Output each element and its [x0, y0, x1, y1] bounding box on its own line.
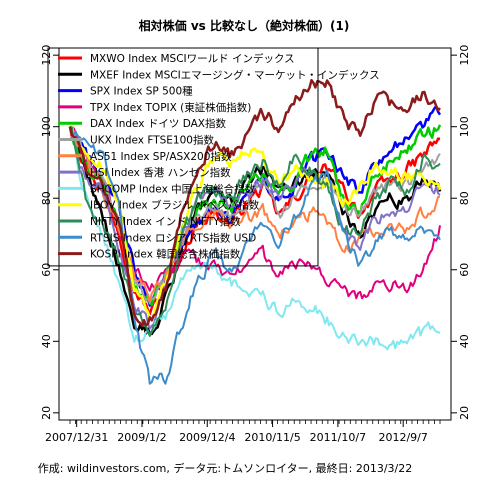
chart-caption: 作成: wildinvestors.com, データ元:トムソンロイター, 最終… — [38, 461, 412, 475]
x-tick-label: 2012/9/7 — [378, 431, 427, 444]
legend-label-12: RTSIS Index ロシア RTS指数 USD — [90, 231, 256, 244]
series-line-10 — [69, 124, 442, 321]
legend-label-4: TPX Index TOPIX (東証株価指数) — [89, 101, 251, 114]
legend-box — [47, 47, 319, 267]
x-tick-label: 2010/11/5 — [244, 431, 300, 444]
legend-label-13: KOSPI Index 韓国総合株価指数 — [90, 248, 241, 261]
x-tick-label: 2009/12/4 — [179, 431, 235, 444]
legend-label-9: SHCOMP Index 中国上海総合指数 — [90, 182, 256, 195]
y-tick-label-right: 20 — [458, 406, 471, 420]
legend: MXWO Index MSCIワールド インデックス MXEF Index MSC… — [47, 47, 380, 267]
axes: 20 20 40 40 60 60 80 80 100 100 120 120 2007/12/31 20… — [40, 45, 471, 444]
series-line-13 — [68, 78, 441, 328]
y-tick-label-left: 60 — [40, 263, 53, 277]
legend-label-10: IBOV Index ブラジル ボベスパ指数 — [90, 199, 260, 212]
series-lines — [68, 78, 442, 385]
y-tick-label-left: 120 — [40, 45, 53, 66]
y-tick-label-right: 120 — [458, 45, 471, 66]
x-tick-label: 2011/10/7 — [310, 431, 366, 444]
y-tick-label-right: 100 — [458, 116, 471, 137]
legend-label-7: AS51 Index SP/ASX200指数 — [90, 150, 232, 163]
y-tick-label-right: 80 — [458, 191, 471, 205]
y-tick-label-right: 60 — [458, 263, 471, 277]
legend-label-5: DAX Index ドイツ DAX指数 — [90, 117, 226, 130]
series-line-9 — [69, 126, 441, 351]
legend-label-11: NIFTY Index インド NIFTY指数 — [90, 215, 241, 228]
chart-title: 相対株価 vs 比較なし（絶対株価）(1) — [139, 18, 350, 33]
legend-label-1: MXWO Index MSCIワールド インデックス — [90, 52, 295, 65]
legend-label-6: UKX Index FTSE100指数 — [90, 134, 214, 147]
legend-label-2: MXEF Index MSCIエマージング・マーケット・インデックス — [90, 68, 380, 81]
y-tick-label-left: 80 — [40, 191, 53, 205]
y-tick-label-left: 100 — [40, 116, 53, 137]
y-tick-label-left: 20 — [40, 406, 53, 420]
x-tick-label: 2007/12/31 — [45, 431, 108, 444]
x-tick-label: 2009/1/2 — [117, 431, 166, 444]
legend-label-8: HSI Index 香港 ハンセン指数 — [90, 166, 231, 179]
y-tick-label-right: 40 — [458, 334, 471, 348]
y-tick-label-left: 40 — [40, 334, 53, 348]
legend-label-3: SPX Index SP 500種 — [90, 85, 193, 98]
